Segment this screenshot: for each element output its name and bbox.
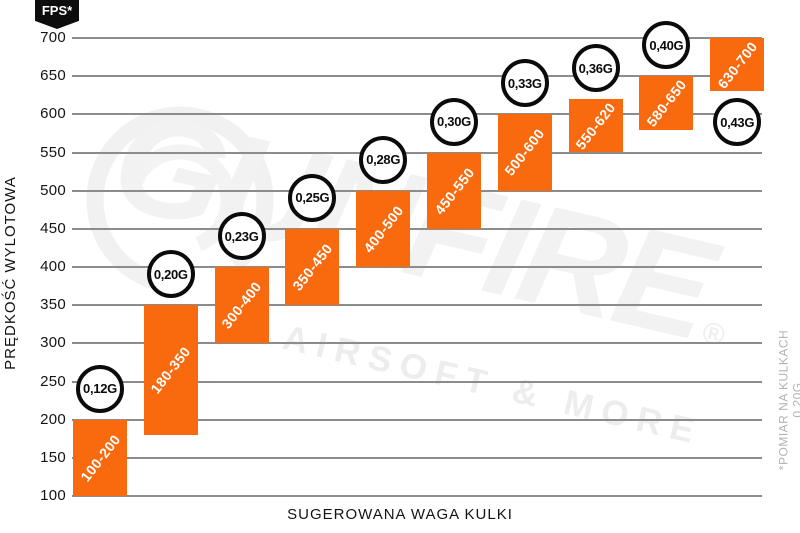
- y-tick-label-500: 500: [40, 181, 66, 199]
- gridline-600: [72, 113, 762, 116]
- bb-weight-badge-0,33G: 0,33G: [500, 59, 549, 108]
- y-tick-label-300: 300: [40, 334, 66, 352]
- bb-weight-badge-0,36G: 0,36G: [571, 44, 620, 93]
- measurement-footnote: *POMIAR NA KULKACH 0.20G: [776, 329, 800, 471]
- gridline-650: [72, 75, 762, 78]
- fps-range-bar-0,28G: 400-500: [356, 190, 411, 267]
- bb-weight-badge-0,30G: 0,30G: [430, 97, 478, 146]
- gridline-100: [72, 495, 762, 497]
- y-tick-label-400: 400: [40, 258, 66, 275]
- gridline-250: [72, 380, 762, 383]
- fps-range-label: 550-620: [572, 99, 619, 153]
- bb-weight-badge-0,28G: 0,28G: [359, 135, 408, 184]
- fps-range-label: 500-600: [501, 125, 549, 180]
- y-tick-label-450: 450: [40, 219, 66, 237]
- fps-range-bar-0,40G: 580-650: [639, 76, 694, 130]
- fps-range-bar-0,25G: 350-450: [285, 228, 340, 306]
- fps-range-label: 630-700: [713, 38, 761, 92]
- y-axis-title: PRĘDKOŚĆ WYLOTOWA: [2, 176, 19, 370]
- bb-weight-badge-0,12G: 0,12G: [76, 364, 124, 413]
- fps-range-label: 580-650: [643, 76, 690, 130]
- x-axis-title: SUGEROWANA WAGA KULKI: [287, 506, 513, 523]
- y-tick-label-150: 150: [40, 448, 66, 466]
- fps-unit-label: FPS*: [41, 3, 73, 18]
- fps-range-bar-0,23G: 300-400: [214, 267, 269, 344]
- fps-range-bar-0,43G: 630-700: [710, 38, 765, 92]
- bb-weight-badge-0,20G: 0,20G: [146, 250, 195, 299]
- y-tick-label-100: 100: [40, 487, 66, 504]
- fps-range-bar-0,33G: 500-600: [497, 114, 552, 191]
- gridline-550: [72, 151, 762, 154]
- fps-range-bar-0,12G: 100-200: [73, 419, 127, 496]
- gridline-300: [72, 342, 762, 345]
- y-tick-label-550: 550: [40, 143, 66, 161]
- gridline-700: [72, 37, 762, 39]
- y-tick-label-250: 250: [40, 372, 66, 390]
- gridline-200: [72, 418, 762, 421]
- fps-range-label: 450-550: [430, 164, 478, 218]
- gridline-400: [72, 266, 762, 268]
- fps-range-bar-0,36G: 550-620: [568, 99, 623, 153]
- gridline-350: [72, 304, 762, 307]
- fps-range-label: 300-400: [218, 278, 265, 332]
- fps-range-label: 350-450: [289, 240, 336, 294]
- gridline-450: [72, 227, 762, 230]
- bb-weight-badge-0,40G: 0,40G: [642, 21, 691, 70]
- y-tick-label-700: 700: [40, 29, 66, 46]
- fps-range-bar-0,20G: 180-350: [143, 305, 198, 435]
- y-tick-label-600: 600: [40, 105, 66, 123]
- bb-weight-badge-0,43G: 0,43G: [713, 98, 762, 147]
- fps-range-bar-0,30G: 450-550: [427, 152, 481, 229]
- fps-range-label: 180-350: [147, 343, 195, 397]
- y-tick-label-350: 350: [40, 296, 66, 314]
- fps-range-label: 100-200: [76, 431, 124, 485]
- bb-weight-badge-0,23G: 0,23G: [217, 212, 266, 260]
- y-tick-label-650: 650: [40, 67, 66, 85]
- fps-range-label: 400-500: [359, 202, 407, 256]
- y-tick-label-200: 200: [40, 410, 66, 428]
- bb-weight-badge-0,25G: 0,25G: [288, 173, 337, 222]
- gridline-150: [72, 456, 762, 459]
- gridline-500: [72, 189, 762, 192]
